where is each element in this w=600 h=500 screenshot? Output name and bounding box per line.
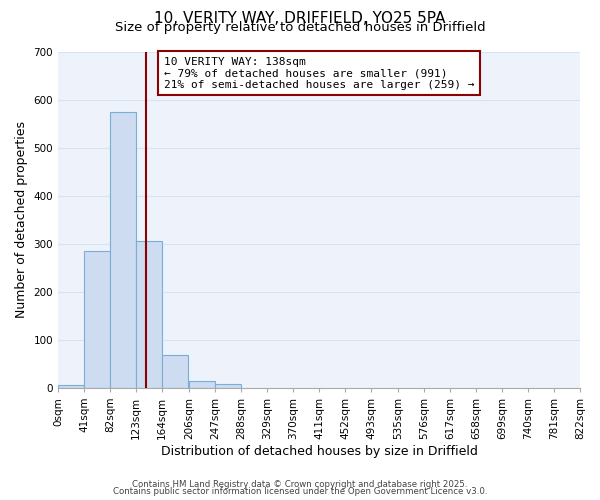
Text: Size of property relative to detached houses in Driffield: Size of property relative to detached ho… — [115, 21, 485, 34]
Bar — [58, 386, 84, 388]
Bar — [84, 251, 110, 388]
Bar — [136, 242, 162, 388]
Text: 10, VERITY WAY, DRIFFIELD, YO25 5PA: 10, VERITY WAY, DRIFFIELD, YO25 5PA — [154, 11, 446, 26]
Bar — [215, 384, 241, 388]
Y-axis label: Number of detached properties: Number of detached properties — [15, 121, 28, 318]
Bar — [162, 355, 188, 388]
Bar — [110, 112, 136, 388]
Text: 10 VERITY WAY: 138sqm
← 79% of detached houses are smaller (991)
21% of semi-det: 10 VERITY WAY: 138sqm ← 79% of detached … — [164, 56, 474, 90]
Bar — [189, 380, 215, 388]
Text: Contains public sector information licensed under the Open Government Licence v3: Contains public sector information licen… — [113, 487, 487, 496]
X-axis label: Distribution of detached houses by size in Driffield: Distribution of detached houses by size … — [161, 444, 478, 458]
Text: Contains HM Land Registry data © Crown copyright and database right 2025.: Contains HM Land Registry data © Crown c… — [132, 480, 468, 489]
